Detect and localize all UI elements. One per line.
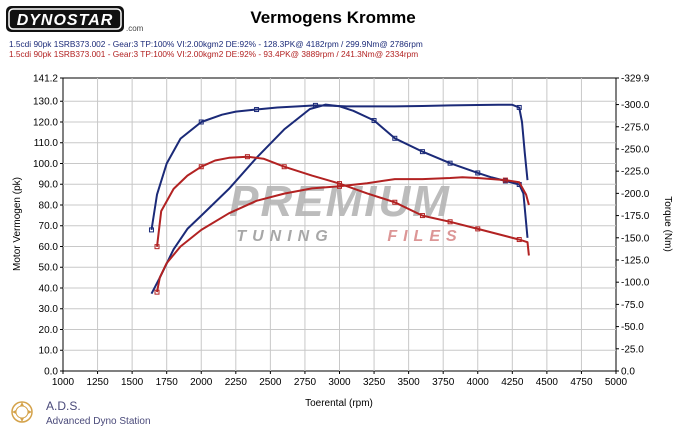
y-right-tick-label: -75.0: [621, 300, 644, 311]
y-left-tick-label: 70.0: [39, 221, 59, 232]
y-right-tick-label: -300.0: [621, 100, 650, 111]
logo-text: DYNOSTAR: [17, 12, 114, 29]
x-tick-label: 4250: [501, 377, 524, 388]
y-left-tick-label: 30.0: [39, 304, 59, 315]
logo-badge: [6, 6, 124, 32]
curves: [148, 102, 530, 295]
red-torque-marker: [392, 199, 398, 205]
red-torque-marker: [419, 213, 425, 219]
y-left-tick-label: 100.0: [33, 159, 58, 170]
x-axis-label: Toerental (rpm): [305, 398, 373, 409]
x-tick-label: 2000: [190, 377, 213, 388]
blue-power-marker: [148, 227, 154, 233]
run-label-red: 1.5cdi 90pk 1SRB373.001 - Gear:3 TP:100%…: [9, 49, 418, 59]
blue-torque-marker: [371, 118, 377, 124]
y-right-tick-label: -175.0: [621, 211, 650, 222]
y-left-tick-label: 60.0: [39, 242, 59, 253]
ads-logo-icon: [11, 401, 33, 423]
x-tick-label: 3000: [328, 377, 351, 388]
y-right-tick-label: -25.0: [621, 344, 644, 355]
x-tick-label: 5000: [605, 377, 628, 388]
red-torque-marker: [337, 181, 342, 187]
y-left-tick-labels: 0.0 10.0 20.0 30.0 40.0 50.0 60.0 70.0 80.0 90.0 1…: [33, 74, 63, 378]
x-tick-label: 2250: [225, 377, 248, 388]
x-tick-label: 1500: [121, 377, 144, 388]
red-torque-marker: [516, 237, 522, 243]
x-tick-label: 2750: [294, 377, 317, 388]
y-left-tick-label: 50.0: [39, 263, 59, 274]
x-tick-label: 1750: [156, 377, 179, 388]
red-torque-marker: [475, 226, 481, 232]
logo-border: [8, 8, 122, 30]
blue-power-marker: [254, 107, 260, 113]
ads-abbr: A.D.S.: [46, 399, 81, 413]
watermark-tuning: TUNING: [236, 228, 333, 245]
red-power-marker: [154, 289, 160, 295]
y-left-tick-label: 40.0: [39, 283, 59, 294]
x-tick-label: 3750: [432, 377, 455, 388]
x-tick-label: 2500: [259, 377, 282, 388]
y-right-tick-label: -275.0: [621, 122, 650, 133]
logo-suffix: .com: [126, 24, 144, 33]
red-torque-curve: [156, 155, 530, 256]
y-left-axis-label: Motor Vermogen (pk): [12, 177, 23, 271]
watermark-files: FILES: [387, 228, 462, 245]
red-power-marker: [502, 177, 508, 183]
ads-name: Advanced Dyno Station: [46, 416, 151, 427]
x-tick-label: 3250: [363, 377, 386, 388]
y-right-tick-label: -225.0: [621, 167, 650, 178]
red-torque-marker: [244, 154, 250, 160]
y-right-tick-label: 0.0: [621, 367, 635, 378]
y-right-axis-label: Torque (Nm): [662, 196, 673, 252]
y-left-tick-label: 120.0: [33, 117, 58, 128]
x-tick-label: 1000: [52, 377, 75, 388]
red-torque-marker: [154, 244, 160, 250]
x-tick-label: 4000: [467, 377, 490, 388]
red-torque-marker: [198, 164, 204, 170]
y-right-tick-label: -250.0: [621, 144, 650, 155]
red-torque-marker: [447, 219, 453, 225]
x-tick-label: 4750: [570, 377, 593, 388]
blue-torque-marker: [447, 160, 453, 166]
x-tick-label: 4500: [536, 377, 559, 388]
run-label-blue: 1.5cdi 90pk 1SRB373.002 - Gear:3 TP:100%…: [9, 39, 423, 49]
y-left-tick-label: 20.0: [39, 325, 59, 336]
y-left-tick-label: 0.0: [44, 367, 58, 378]
y-left-tick-label: 141.2: [33, 74, 58, 85]
y-right-tick-label: -50.0: [621, 322, 644, 333]
y-left-tick-label: 110.0: [34, 138, 59, 149]
y-right-tick-labels: 0.0 -25.0 -50.0 -75.0 -100.0 -125.0 -150.0 -175…: [616, 74, 650, 378]
blue-power-marker: [516, 104, 522, 110]
y-left-tick-label: 130.0: [33, 97, 58, 108]
y-right-tick-label: -150.0: [621, 233, 650, 244]
blue-torque-marker: [392, 135, 398, 141]
dynostar-logo: DYNOSTAR .com: [6, 6, 144, 33]
red-torque-marker: [281, 164, 287, 170]
blue-torque-marker: [475, 170, 481, 176]
x-tick-label: 3500: [398, 377, 421, 388]
red-power-curve: [156, 176, 530, 293]
chart-title: Vermogens Kromme: [250, 8, 415, 27]
x-tick-labels: 1000 1250 1500 1750 2000 2250 2500 2750 3000 3250…: [52, 371, 628, 388]
y-right-tick-label: -329.9: [621, 74, 650, 85]
y-left-tick-label: 10.0: [39, 346, 59, 357]
y-right-tick-label: -100.0: [621, 278, 650, 289]
ads-footer: A.D.S. Advanced Dyno Station: [11, 399, 151, 427]
y-right-tick-label: -125.0: [621, 255, 650, 266]
y-left-tick-label: 80.0: [39, 200, 59, 211]
blue-power-marker: [198, 119, 204, 125]
x-tick-label: 1250: [86, 377, 109, 388]
blue-torque-marker: [419, 149, 425, 155]
y-left-tick-label: 90.0: [39, 180, 59, 191]
y-right-tick-label: -200.0: [621, 189, 650, 200]
